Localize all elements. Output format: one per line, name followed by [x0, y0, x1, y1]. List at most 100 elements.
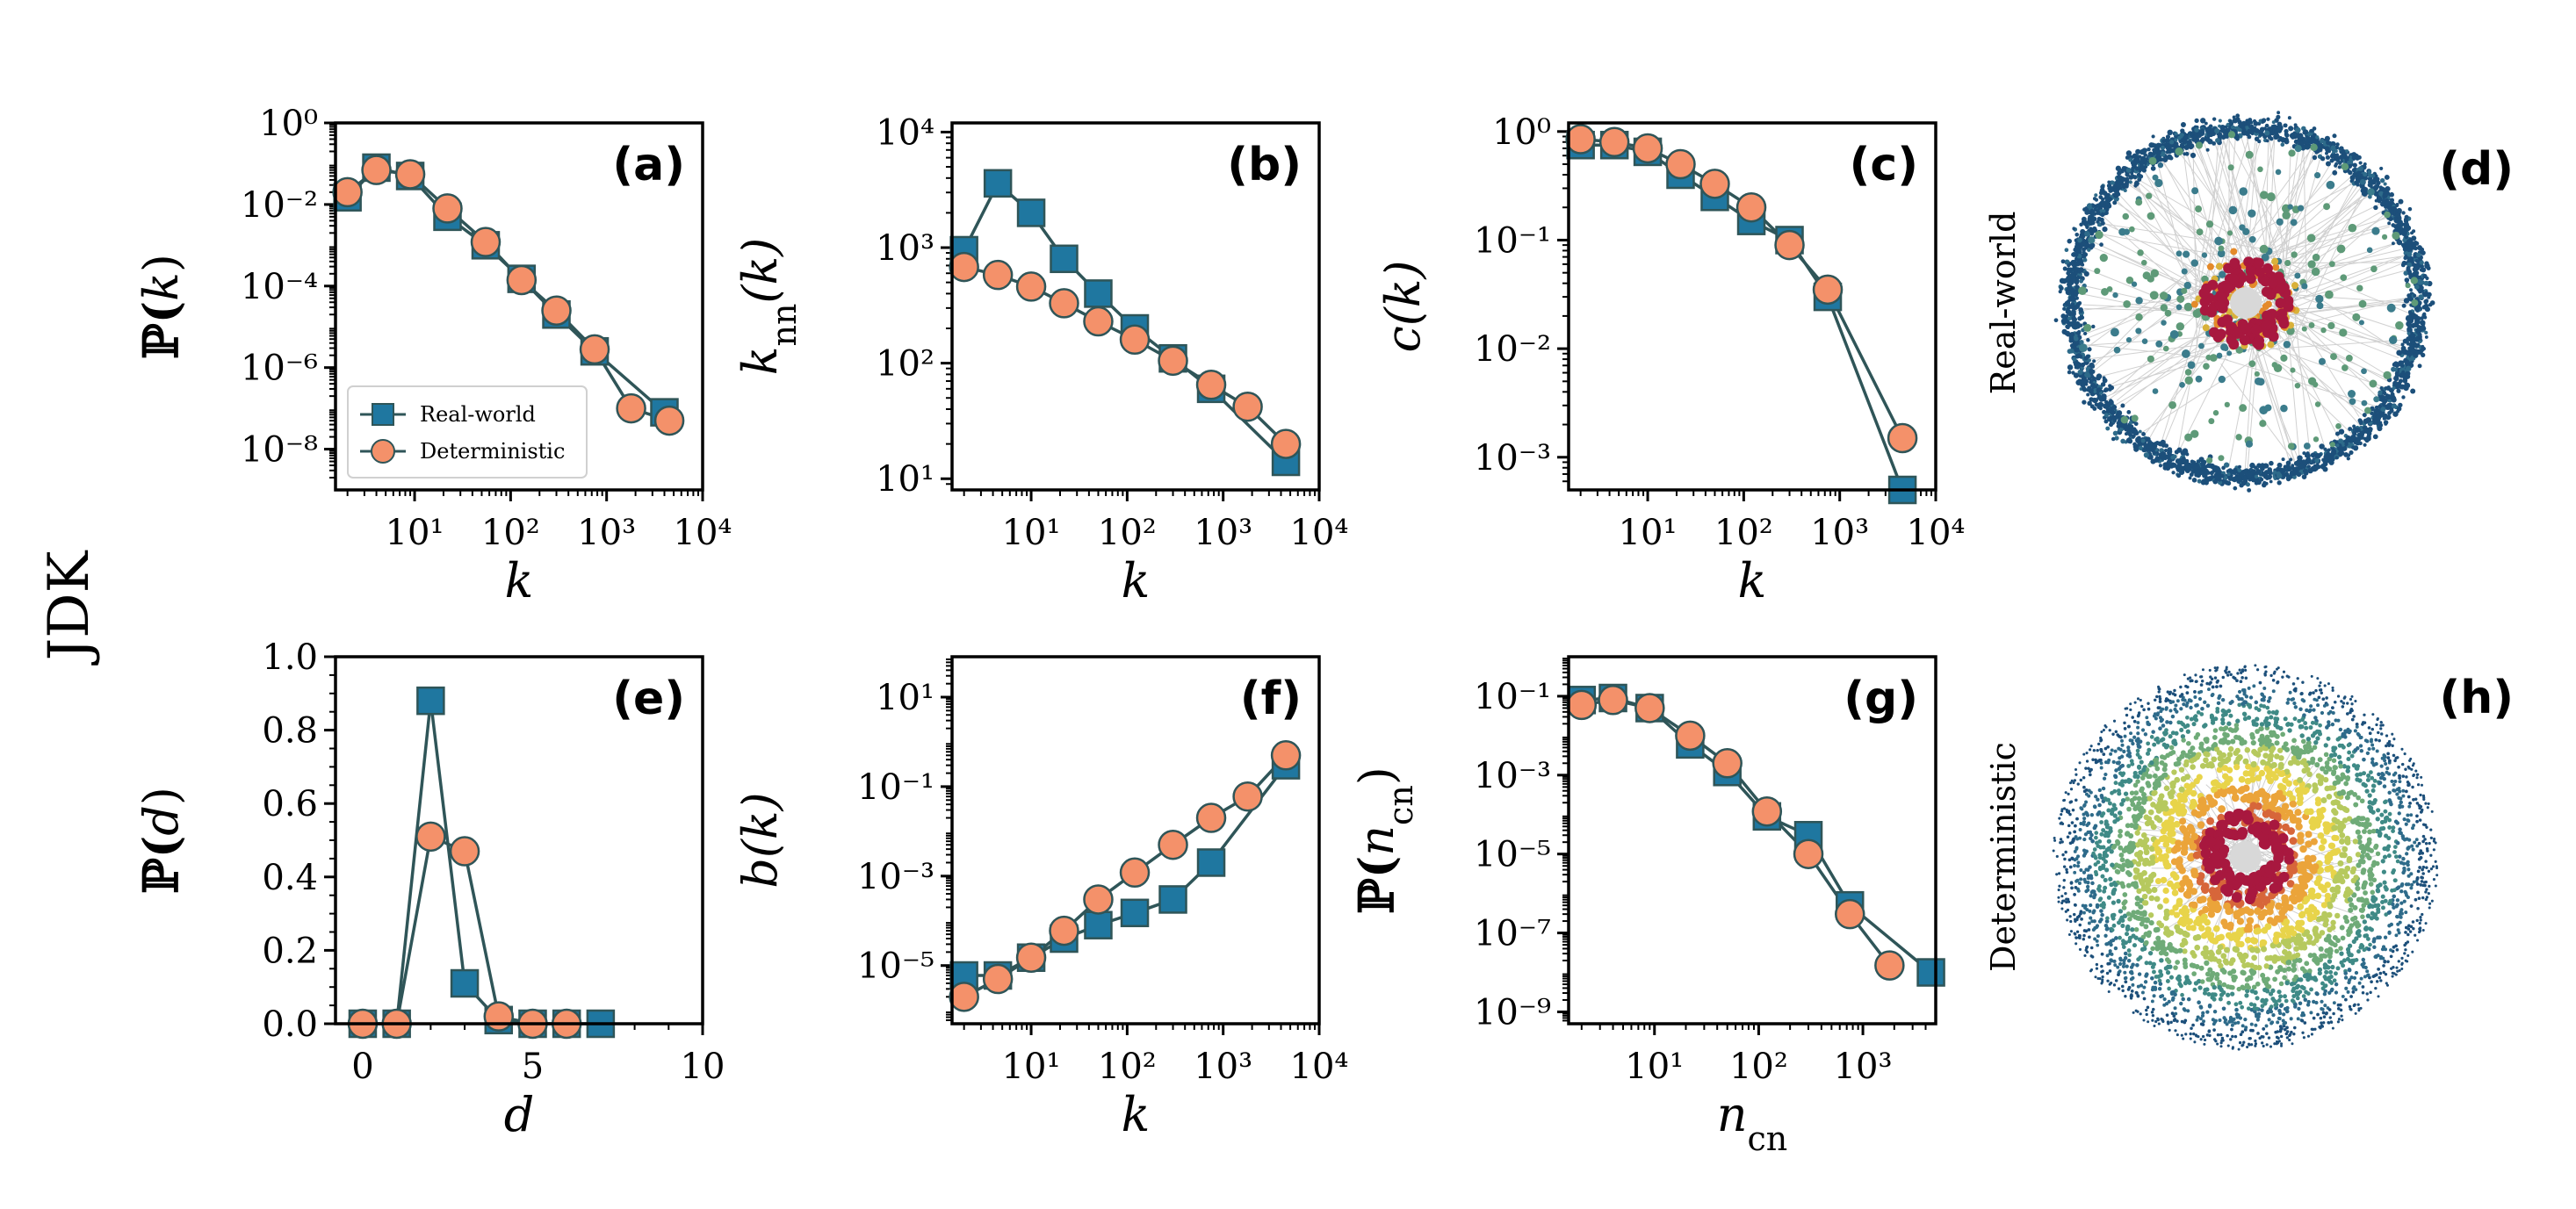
network-node: [2423, 315, 2428, 320]
network-edge: [2266, 203, 2381, 261]
network-node: [2334, 431, 2341, 436]
network-node: [2177, 135, 2182, 140]
network-node: [2334, 163, 2338, 168]
network-node: [2118, 833, 2123, 838]
data-point-deterministic: [1565, 124, 1596, 155]
network-node: [2280, 142, 2285, 148]
network-node: [2387, 414, 2391, 419]
network-node: [2161, 442, 2167, 448]
network-node: [2399, 372, 2405, 378]
data-point-deterministic: [1270, 428, 1302, 459]
x-axis-label: k: [1122, 1087, 1151, 1142]
network-node: [2108, 384, 2112, 388]
network-node: [2125, 336, 2132, 343]
network-node: [2271, 257, 2279, 265]
axis-label-sub: cn: [1748, 1119, 1788, 1158]
network-node: [2406, 331, 2411, 335]
network-node: [2083, 270, 2089, 277]
network-node: [2140, 259, 2147, 266]
network-node: [2302, 129, 2309, 135]
network-node: [2234, 477, 2239, 481]
network-node: [2092, 228, 2096, 234]
panel-label: (h): [2439, 672, 2514, 724]
network-node: [2138, 174, 2144, 179]
network-node: [2364, 438, 2370, 443]
network-edge: [2268, 302, 2399, 383]
network-node: [2347, 453, 2351, 457]
network-node: [2184, 433, 2193, 442]
y-tick-label: 10⁻⁶: [241, 349, 318, 389]
network-node: [2097, 788, 2102, 793]
network-node: [2418, 336, 2422, 341]
network-node: [2175, 960, 2181, 965]
network-node: [2361, 991, 2365, 995]
network-node: [2112, 200, 2118, 205]
network-node: [2111, 436, 2116, 442]
network-node: [2393, 375, 2399, 382]
network-node: [2308, 321, 2315, 328]
axis-label-symbol: k: [732, 347, 788, 376]
network-node: [2275, 128, 2280, 133]
network-node: [2328, 459, 2334, 465]
network-node: [2306, 464, 2311, 469]
series-group: [1566, 683, 1945, 987]
network-node: [2147, 212, 2155, 220]
network-node: [2386, 756, 2391, 760]
network-node: [2191, 477, 2197, 483]
network-node: [2410, 348, 2416, 354]
network-node: [2395, 320, 2404, 330]
network-node: [2396, 388, 2401, 393]
network-node: [2294, 382, 2301, 389]
axes-frame: [950, 655, 1321, 1025]
network-node: [2404, 214, 2409, 219]
network-node: [2074, 335, 2079, 342]
network-nodes: [2053, 111, 2435, 493]
network-node: [2072, 356, 2077, 362]
network-node: [2400, 349, 2406, 354]
network-edge: [2219, 178, 2363, 251]
network-node: [2264, 404, 2272, 412]
network-node: [2422, 274, 2428, 279]
network-node: [2411, 322, 2416, 327]
network-node: [2259, 420, 2267, 428]
network-edge: [2269, 144, 2320, 244]
network-node: [2118, 909, 2124, 914]
network-node: [2249, 462, 2255, 469]
network-node: [2209, 354, 2218, 362]
network-node: [2410, 388, 2416, 394]
network-node: [2212, 117, 2217, 121]
y-axis-label: knn(k): [732, 238, 804, 376]
network-node: [2262, 1044, 2265, 1048]
network-node: [2143, 452, 2150, 458]
network-node: [2236, 1020, 2240, 1025]
network-node: [2083, 331, 2088, 335]
network-node: [2334, 990, 2339, 995]
network-node: [2073, 251, 2079, 257]
network-node: [2075, 365, 2080, 370]
network-node: [2124, 427, 2129, 432]
network-node: [2327, 448, 2331, 452]
network-node: [2156, 441, 2161, 446]
y-tick-label: 10⁻⁵: [857, 946, 934, 987]
x-tick-label: 10²: [1714, 513, 1773, 553]
network-node: [2277, 990, 2282, 995]
axis-label-prefix: ℙ(: [133, 836, 189, 894]
network-node: [2282, 975, 2287, 981]
network-node: [2067, 263, 2071, 268]
network-node: [2085, 759, 2089, 763]
network-node: [2194, 469, 2200, 476]
network-side-label: Deterministic: [1984, 742, 2023, 972]
network-node: [2181, 697, 2185, 702]
network-edge: [2220, 363, 2304, 473]
network-node: [2077, 270, 2082, 274]
network-edge: [2261, 215, 2395, 256]
axis-label-prefix: ℙ(: [1348, 856, 1404, 914]
network-edge: [2088, 268, 2195, 347]
network-node: [2350, 717, 2355, 722]
network-node: [2130, 989, 2134, 993]
axis-label-suffix: ): [1349, 766, 1404, 785]
y-tick-label: 10⁻²: [241, 185, 318, 226]
network-node: [2337, 860, 2344, 867]
network-node: [2376, 195, 2382, 201]
y-tick-label: 10⁻³: [1474, 756, 1551, 796]
